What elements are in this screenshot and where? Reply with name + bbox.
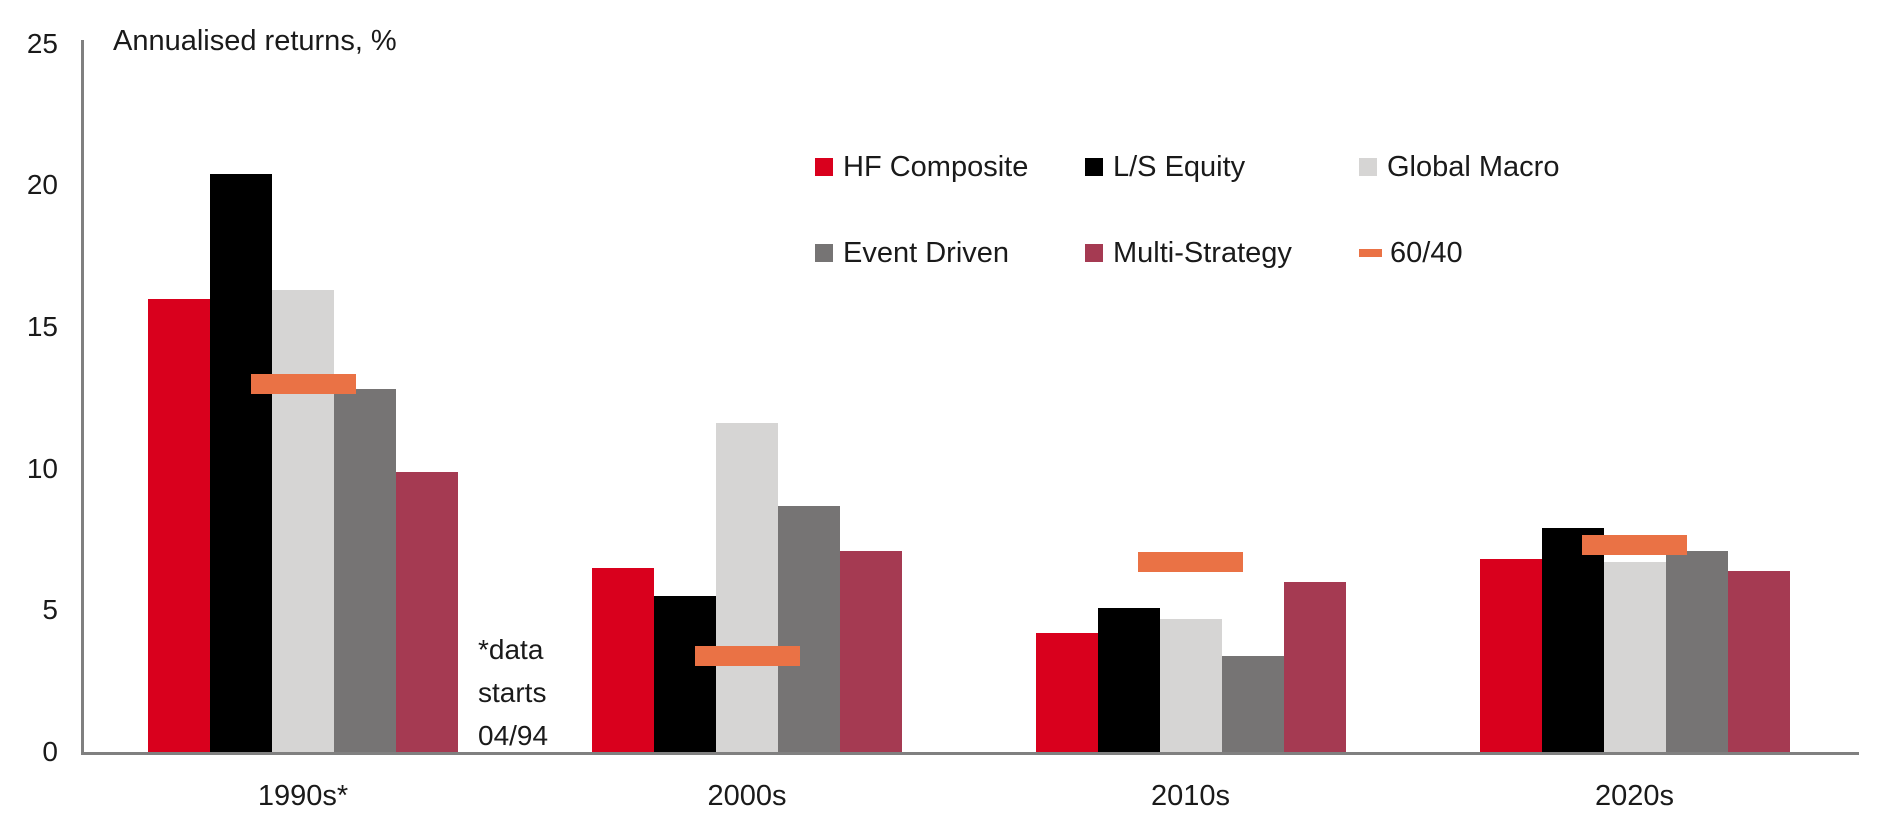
y-tick-label-15: 15 [26,311,58,343]
x-tick-label-2010s: 2010s [1150,780,1230,812]
bar-global-macro-2000s [716,423,778,752]
bar-hf-composite-2000s [592,567,654,752]
legend-label: Multi-Strategy [1113,237,1292,269]
bar-l-s-equity-2000s [654,596,716,752]
y-tick-label-25: 25 [26,27,58,59]
legend-square-icon-global-macro [1359,158,1377,176]
y-tick-label-0: 0 [42,736,58,767]
bar-multi-strategy-2010s [1283,582,1346,752]
legend-label: L/S Equity [1113,151,1246,183]
legend-item-60-40: 60/40 [1359,236,1463,270]
x-axis-line [81,752,1859,755]
legend-square-icon-multi-strategy [1085,244,1103,262]
legend-square-icon-hf-composite [815,158,833,176]
legend-item-event-driven: Event Driven [815,236,1009,270]
y-tick-label-5: 5 [42,594,58,626]
footnote-line: *data [478,634,544,665]
y-tick-label-10: 10 [26,452,58,484]
footnote-line: starts [478,677,547,708]
bar-event-driven-2020s [1665,550,1728,752]
bar-global-macro-2020s [1603,562,1666,752]
bar-multi-strategy-2020s [1727,570,1790,752]
legend-label: Global Macro [1387,151,1560,183]
x-tick-label-2020s: 2020s [1594,780,1674,812]
bar-global-macro-2010s [1159,618,1222,752]
legend-label: Event Driven [843,237,1010,269]
footnote-annotation: *data starts 04/94 [478,628,548,757]
y-tick-label-20: 20 [26,169,58,201]
marker-60-40-1990s [250,373,356,394]
legend-label: HF Composite [843,151,1029,183]
legend-item-l-s-equity: L/S Equity [1085,150,1245,184]
bar-l-s-equity-2010s [1097,607,1160,752]
chart-title: Annualised returns, % [113,25,397,57]
legend-item-multi-strategy: Multi-Strategy [1085,236,1292,270]
bar-event-driven-2000s [778,505,840,752]
legend-item-hf-composite: HF Composite [815,150,1028,184]
legend-item-global-macro: Global Macro [1359,150,1559,184]
x-tick-label-1990s: 1990s* [257,780,349,812]
bar-multi-strategy-2000s [840,550,902,752]
bar-hf-composite-2010s [1035,633,1098,752]
legend-square-icon-l-s-equity [1085,158,1103,176]
legend-dash-icon-60-40 [1359,249,1382,257]
bar-l-s-equity-1990s [210,174,272,752]
bar-l-s-equity-2020s [1541,528,1604,752]
legend-label: 60/40 [1390,237,1463,269]
bar-hf-composite-2020s [1479,559,1542,752]
x-tick-label-2000s: 2000s [707,780,787,812]
bar-hf-composite-1990s [148,298,210,752]
marker-60-40-2000s [694,645,800,666]
legend-square-icon-event-driven [815,244,833,262]
bar-global-macro-1990s [272,290,334,752]
marker-60-40-2020s [1582,535,1687,556]
marker-60-40-2010s [1138,552,1243,573]
y-axis-line [81,40,84,755]
footnote-line: 04/94 [478,720,549,751]
bar-multi-strategy-1990s [396,471,458,752]
bar-event-driven-1990s [334,389,396,752]
bar-event-driven-2010s [1221,655,1284,752]
